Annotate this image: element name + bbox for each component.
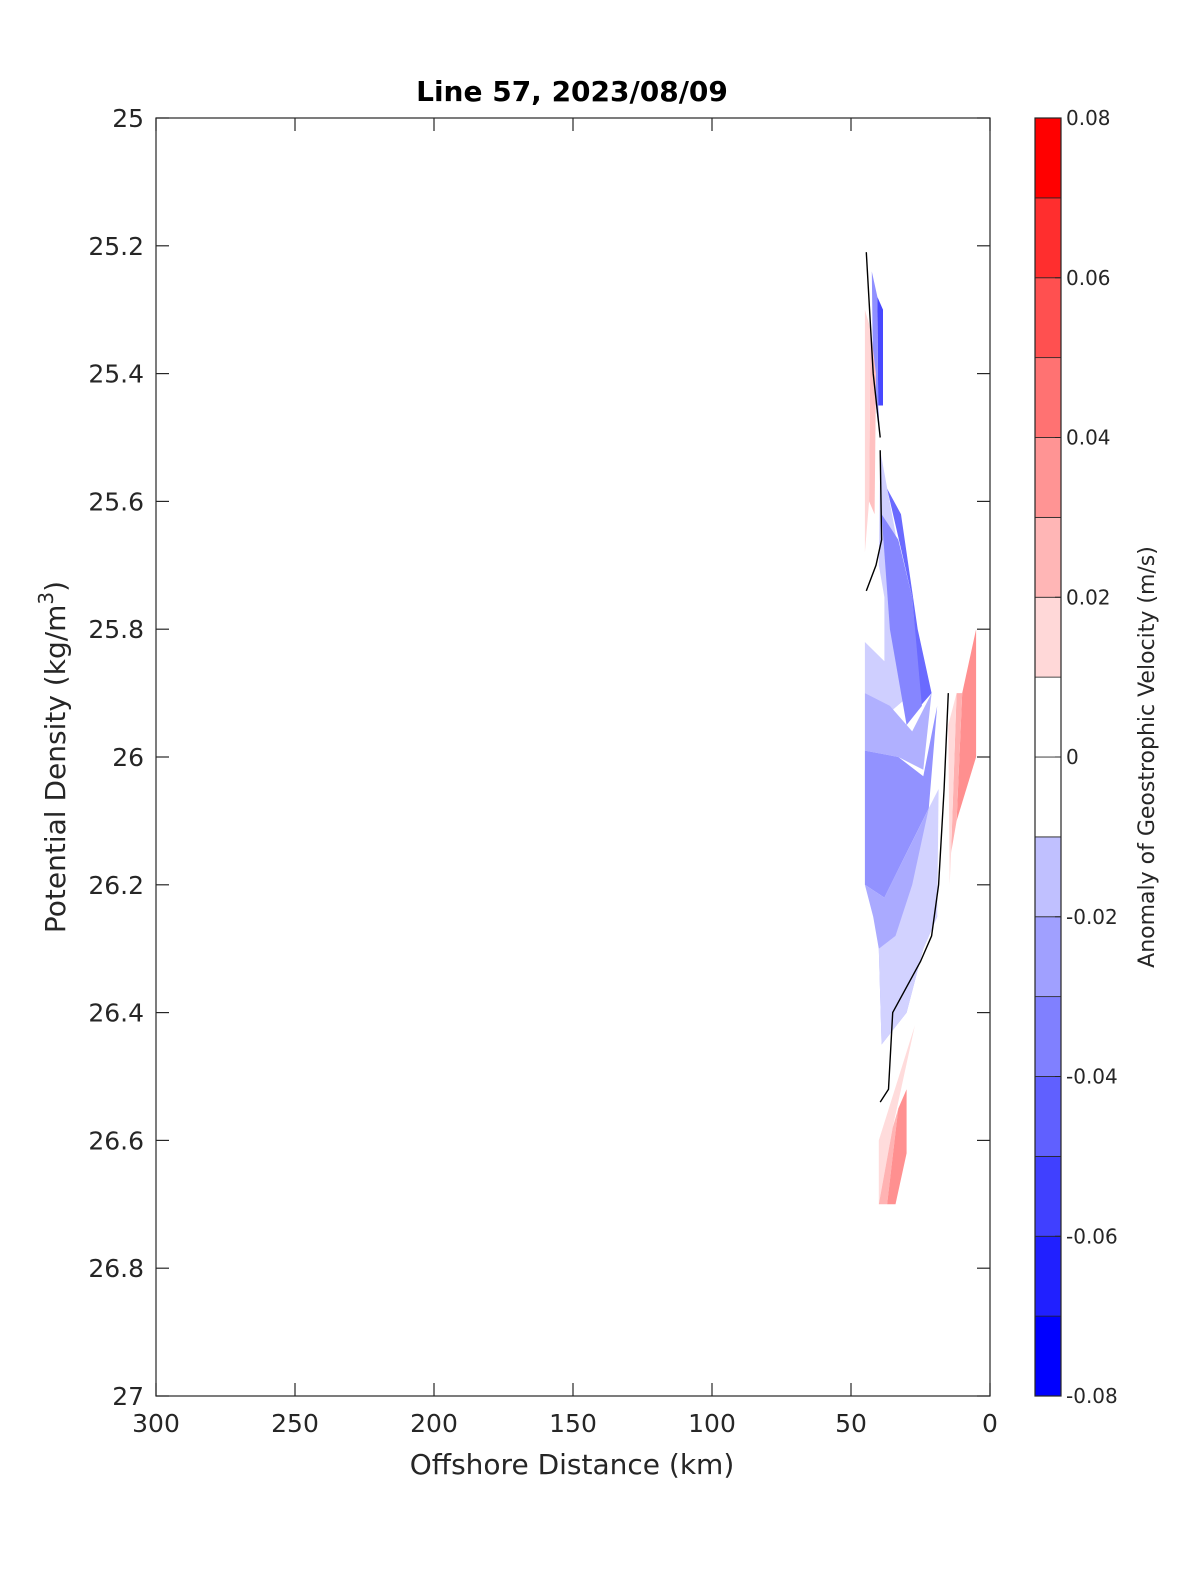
colorbar-band <box>1034 756 1062 838</box>
x-tick-label: 150 <box>549 1409 597 1438</box>
colorbar-band <box>1034 1235 1062 1317</box>
x-tick-label: 300 <box>132 1409 180 1438</box>
colorbar-band <box>1034 836 1062 918</box>
x-tick-label: 250 <box>271 1409 319 1438</box>
contour-region-10 <box>878 789 939 1045</box>
colorbar-tick-label: -0.02 <box>1066 905 1118 929</box>
plot-background <box>156 118 990 1396</box>
y-tick-label: 27 <box>112 1382 144 1411</box>
colorbar-tick-label: 0.02 <box>1066 585 1111 609</box>
colorbar-band <box>1034 516 1062 598</box>
colorbar-band <box>1034 1076 1062 1157</box>
plot-area: 300 250 200 150 100 50 0 2525.225.425.625.8262… <box>88 104 998 1438</box>
y-axis-label: Potential Density (kg/m3) <box>34 581 72 933</box>
contour-region-5 <box>887 488 932 706</box>
chart-title: Line 57, 2023/08/09 <box>416 75 728 108</box>
colorbar-band <box>1034 277 1062 359</box>
contour-region-6 <box>881 514 922 725</box>
colorbar-band <box>1034 916 1062 998</box>
contour-region-12 <box>951 693 963 853</box>
y-axis-label-tail: ) <box>39 581 72 592</box>
x-tick-label: 0 <box>982 1409 998 1438</box>
colorbar-ticks: 0.08 0.06 0.04 0.02 0 -0.02 -0.04 -0.06 -0.08 <box>1055 106 1118 1408</box>
colorbar-band <box>1034 117 1062 199</box>
x-tick-label: 100 <box>688 1409 736 1438</box>
y-tick-label: 25 <box>112 104 144 133</box>
colorbar-band <box>1034 1155 1062 1237</box>
x-axis-label: Offshore Distance (km) <box>410 1448 735 1481</box>
contour-region-2 <box>864 309 871 553</box>
colorbar-tick-label: -0.08 <box>1066 1384 1118 1408</box>
zero-contour-line-2 <box>879 693 949 1103</box>
y-axis-label-main: Potential Density (kg/m <box>39 605 72 934</box>
contour-region-3 <box>869 328 876 515</box>
contour-region-16 <box>887 1089 907 1205</box>
colorbar-band <box>1034 197 1062 279</box>
y-tick-label: 25.8 <box>88 615 144 644</box>
y-axis-label-superscript: 3 <box>34 592 58 605</box>
contour-region-1 <box>871 271 881 438</box>
colorbar-band <box>1034 996 1062 1077</box>
contour-region-15 <box>878 1108 899 1205</box>
colorbar-tick-label: 0.04 <box>1066 426 1111 450</box>
colorbar-band <box>1034 357 1062 438</box>
y-tick-label: 26.2 <box>88 871 144 900</box>
colorbar-tick-label: 0.06 <box>1066 266 1111 290</box>
colorbar-band <box>1034 596 1062 678</box>
y-axis-ticks: 25 25.2 25.4 25.6 25.8 26 26.2 26.4 26.6 26.8 27 <box>88 104 990 1411</box>
x-tick-label: 200 <box>410 1409 458 1438</box>
zero-contours <box>865 252 949 1103</box>
contour-region-13 <box>948 693 957 885</box>
colorbar-band <box>1034 676 1062 758</box>
colorbar-tick-label: 0 <box>1066 745 1079 769</box>
zero-contour-line-0 <box>865 252 881 438</box>
y-tick-label: 25.4 <box>88 360 144 389</box>
y-tick-label: 26 <box>112 743 144 772</box>
x-axis-ticks: 300 250 200 150 100 50 0 <box>132 118 998 1438</box>
y-tick-label: 25.6 <box>88 487 144 516</box>
colorbar-band <box>1034 437 1062 518</box>
colorbar: 0.08 0.06 0.04 0.02 0 -0.02 -0.04 -0.06 -0.08 An… <box>1034 106 1160 1408</box>
x-tick-label: 50 <box>835 1409 867 1438</box>
colorbar-label: Anomaly of Geostrophic Velocity (m/s) <box>1135 546 1160 968</box>
contour-regions <box>864 271 977 1205</box>
colorbar-tick-label: 0.08 <box>1066 106 1111 130</box>
contour-region-0 <box>877 296 883 406</box>
y-tick-label: 25.2 <box>88 232 144 261</box>
zero-contour-line-1 <box>865 450 883 592</box>
colorbar-band <box>1034 1315 1062 1397</box>
contour-region-8 <box>864 705 938 898</box>
y-tick-label: 26.6 <box>88 1126 144 1155</box>
contour-region-11 <box>956 629 977 821</box>
y-tick-label: 26.4 <box>88 999 144 1028</box>
y-tick-label: 26.8 <box>88 1254 144 1283</box>
contour-region-7 <box>864 693 932 770</box>
colorbar-tick-label: -0.06 <box>1066 1224 1118 1248</box>
colorbar-tick-label: -0.04 <box>1066 1065 1118 1089</box>
